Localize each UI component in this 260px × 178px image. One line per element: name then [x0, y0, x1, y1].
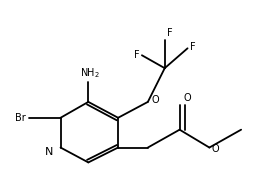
- Text: N: N: [44, 146, 53, 156]
- Text: O: O: [152, 95, 159, 105]
- Text: F: F: [190, 42, 195, 52]
- Text: O: O: [184, 93, 191, 103]
- Text: NH$_2$: NH$_2$: [80, 66, 100, 80]
- Text: F: F: [134, 50, 140, 60]
- Text: Br: Br: [15, 113, 26, 123]
- Text: O: O: [211, 143, 219, 154]
- Text: F: F: [167, 28, 172, 38]
